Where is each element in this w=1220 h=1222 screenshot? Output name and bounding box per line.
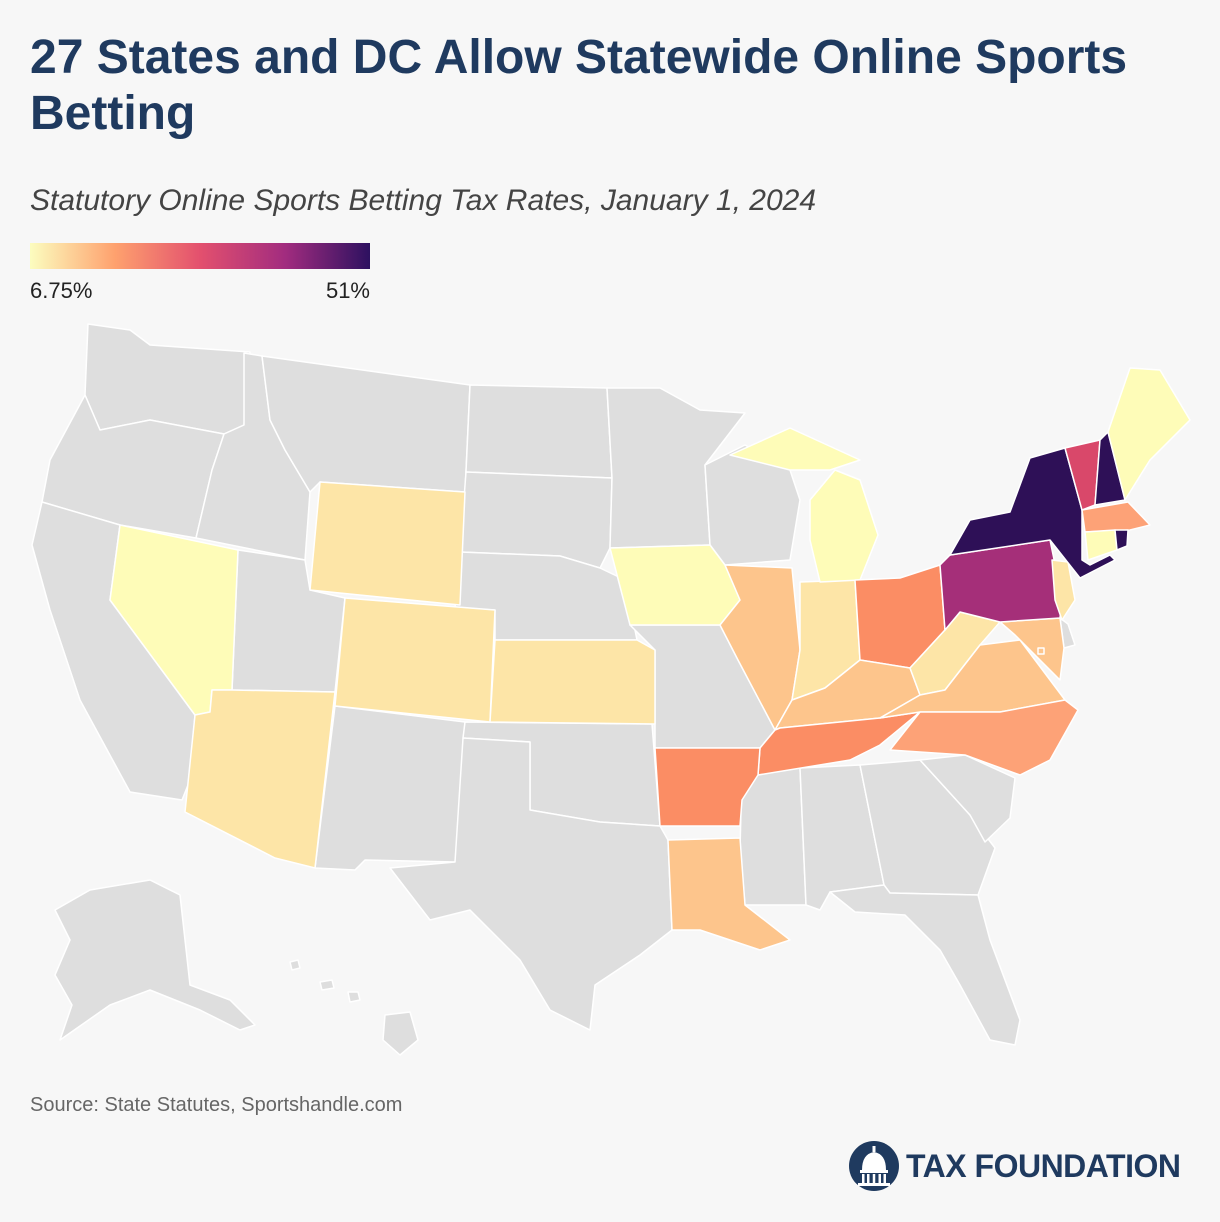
- state-wyoming: [309, 481, 466, 606]
- chart-title: 27 States and DC Allow Statewide Online …: [30, 31, 1128, 140]
- state-arkansas: [654, 747, 761, 827]
- state-florida: [829, 884, 1021, 1046]
- state-dc: [1037, 647, 1045, 655]
- state-connecticut: [1084, 529, 1118, 561]
- state-alaska: [54, 879, 256, 1041]
- state-colorado: [334, 597, 496, 723]
- legend-min-label: 6.75%: [30, 278, 93, 303]
- tax-foundation-logo[interactable]: TAX FOUNDATION: [848, 1140, 1193, 1192]
- state-louisiana: [667, 837, 791, 951]
- state-hawaii: [289, 959, 419, 1056]
- state-massachusetts: [1081, 501, 1151, 533]
- state-texas: [389, 737, 673, 1031]
- state-rhode-island: [1114, 529, 1129, 551]
- state-washington: [84, 323, 251, 435]
- state-arizona: [184, 689, 336, 869]
- state-kansas: [489, 639, 656, 725]
- legend-gradient-bar: [30, 243, 370, 269]
- source-note: Source: State Statutes, Sportshandle.com: [30, 1094, 403, 1116]
- legend-max-label: 51%: [325, 278, 370, 303]
- state-new-mexico: [314, 705, 466, 871]
- us-map: [31, 323, 1191, 1056]
- state-north-dakota: [465, 384, 613, 479]
- state-north-carolina: [889, 699, 1079, 776]
- color-legend: 6.75% 51%: [30, 243, 370, 308]
- chart-subtitle: Statutory Online Sports Betting Tax Rate…: [30, 184, 817, 217]
- capitol-dome-icon: [849, 1141, 899, 1191]
- logo-text: TAX FOUNDATION: [906, 1148, 1181, 1184]
- state-maine: [1107, 367, 1191, 501]
- state-new-jersey: [1051, 559, 1076, 621]
- state-michigan: [729, 427, 879, 583]
